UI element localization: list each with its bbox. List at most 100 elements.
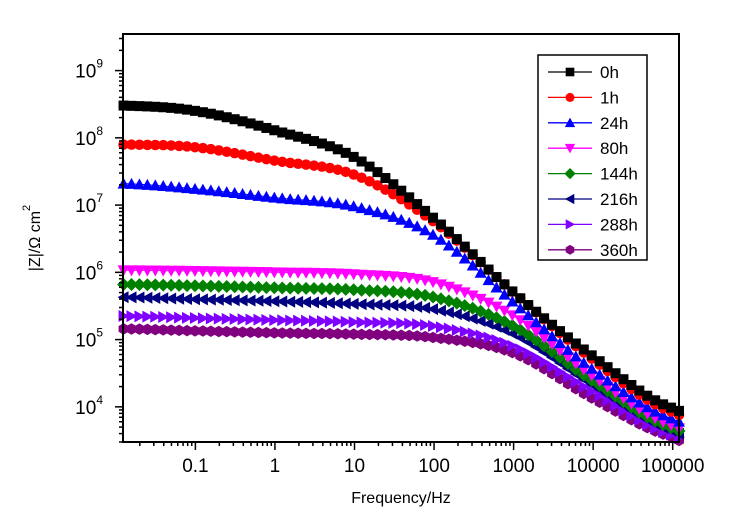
data-point [363, 284, 377, 298]
data-point [443, 333, 454, 346]
data-point [545, 345, 559, 359]
data-point [324, 162, 336, 174]
data-point [276, 295, 288, 308]
data-point [618, 374, 629, 385]
data-point [626, 380, 637, 391]
data-point [348, 316, 360, 329]
data-point [609, 380, 622, 392]
data-point [442, 306, 454, 319]
data-point [347, 269, 360, 281]
data-point [490, 301, 503, 313]
plot-frame [122, 33, 680, 443]
data-point [323, 282, 337, 296]
data-point [514, 302, 527, 314]
data-point [355, 283, 369, 297]
data-point [284, 295, 296, 308]
data-point [291, 281, 305, 295]
data-point [474, 315, 486, 328]
data-point [237, 313, 249, 326]
data-point [324, 141, 335, 152]
data-point [419, 224, 432, 236]
data-point [634, 385, 645, 396]
legend-label: 1h [600, 88, 619, 107]
data-point [593, 368, 606, 380]
data-point [523, 300, 534, 311]
data-point [410, 287, 424, 301]
data-point [388, 316, 400, 329]
data-point [347, 283, 361, 297]
data-point [428, 319, 440, 332]
y-tick-exponent: 4 [96, 393, 103, 407]
data-point [236, 187, 249, 199]
y-tick-label: 107 [75, 191, 103, 217]
data-point [475, 256, 486, 267]
data-point [260, 295, 272, 308]
data-point [546, 330, 559, 342]
legend-marker-square [565, 67, 575, 77]
data-point [355, 298, 367, 311]
y-tick-label: 106 [75, 258, 103, 284]
legend: 0h 1h 24h 80h 144h 216h 288h 360h [537, 54, 648, 261]
data-point [530, 326, 543, 338]
data-point [204, 293, 216, 306]
data-point [498, 324, 510, 337]
data-point [182, 324, 193, 337]
data-point [182, 311, 194, 324]
data-point [404, 317, 416, 330]
data-point [316, 138, 327, 149]
data-point [458, 287, 471, 299]
data-point [157, 292, 169, 305]
data-point [126, 310, 138, 323]
data-point [283, 281, 297, 295]
data-point [269, 155, 280, 166]
data-point [189, 312, 201, 325]
data-point [610, 368, 621, 379]
data-point [197, 142, 209, 154]
x-tick-label: 10000 [567, 456, 620, 477]
data-point [404, 192, 415, 203]
data-point [228, 294, 240, 307]
data-point [539, 356, 551, 369]
data-point [126, 100, 137, 111]
data-point [553, 345, 566, 357]
series-layer [117, 100, 686, 447]
data-point [133, 291, 145, 304]
data-point [364, 161, 375, 172]
data-point [284, 267, 297, 279]
data-point [228, 187, 241, 199]
x-axis-ticks [139, 442, 674, 450]
data-point [158, 311, 170, 324]
data-point [158, 324, 169, 336]
data-point [507, 339, 519, 352]
data-point [165, 180, 178, 192]
data-point [379, 298, 391, 311]
data-point [205, 108, 216, 119]
data-point [213, 312, 225, 325]
data-point [499, 279, 510, 290]
data-point [259, 281, 273, 295]
data-point [188, 279, 202, 293]
x-axis-tick-labels: 0.1 1 10 100 1000 10000 100000 [182, 456, 704, 477]
data-point [467, 249, 478, 260]
data-point [165, 140, 177, 151]
data-point [554, 365, 566, 378]
data-point [370, 284, 384, 298]
data-point [196, 279, 210, 293]
data-point [229, 114, 240, 125]
x-tick-label: 1000 [492, 456, 534, 477]
data-point [236, 280, 250, 294]
data-point [220, 280, 234, 294]
data-point [482, 297, 495, 309]
data-point [196, 183, 209, 195]
data-point [166, 102, 177, 113]
data-point [212, 266, 225, 278]
legend-entry-360h: 360h [548, 241, 638, 260]
data-point [188, 265, 201, 277]
data-point [244, 280, 258, 294]
data-point [617, 385, 630, 397]
data-point [522, 336, 534, 349]
data-point [285, 129, 296, 140]
data-point [347, 200, 360, 212]
data-point [578, 380, 590, 393]
data-point [530, 316, 543, 328]
